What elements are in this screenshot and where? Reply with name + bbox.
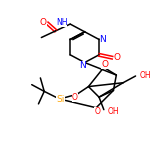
Text: OH: OH	[108, 107, 119, 116]
Text: O: O	[40, 18, 47, 27]
Text: O: O	[114, 53, 121, 62]
Text: O: O	[72, 93, 78, 102]
Text: O: O	[101, 60, 108, 69]
Text: Si: Si	[56, 95, 65, 104]
Text: OH: OH	[139, 71, 151, 79]
Text: NH: NH	[56, 18, 67, 27]
Text: O: O	[94, 107, 100, 116]
Text: N: N	[100, 35, 106, 44]
Text: N: N	[79, 61, 86, 70]
